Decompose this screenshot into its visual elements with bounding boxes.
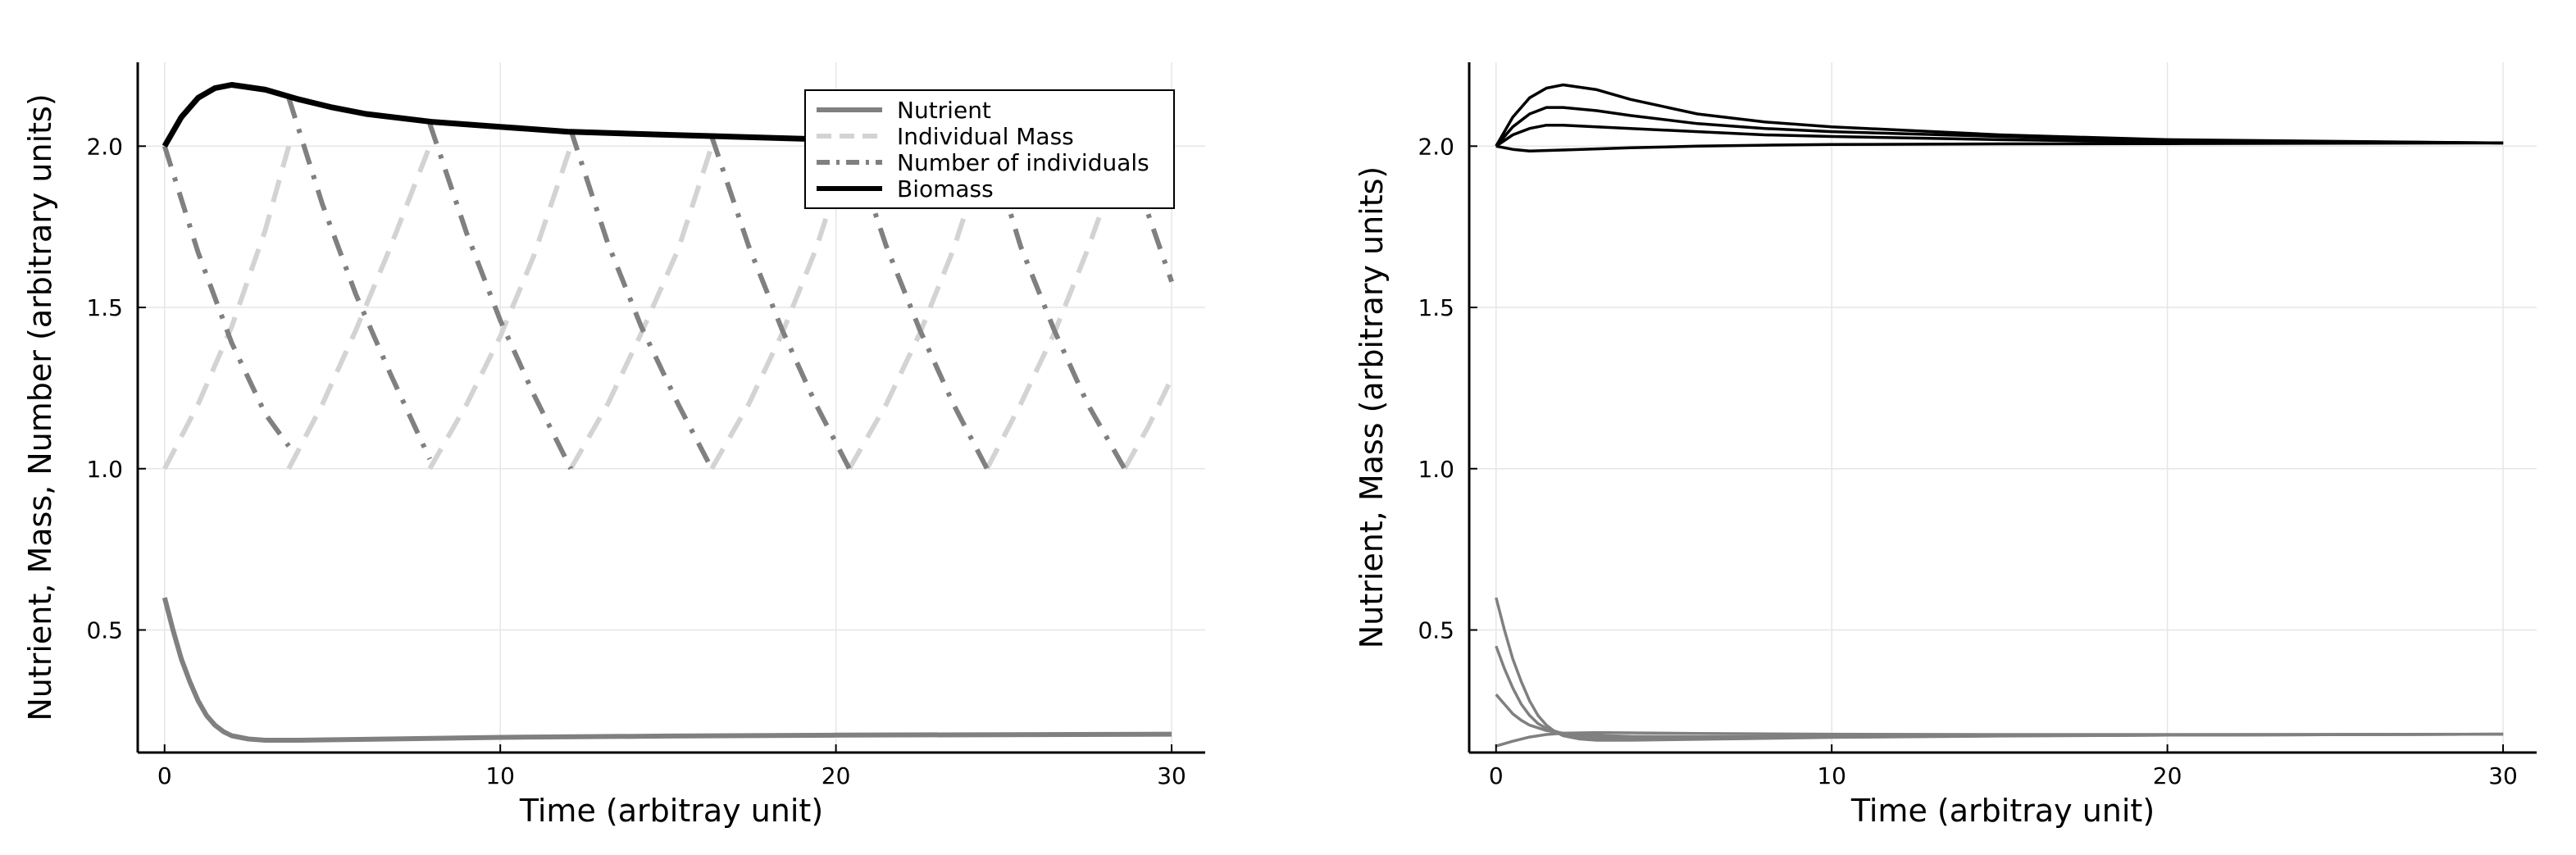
series-line-7	[1495, 694, 2504, 739]
series-line-3	[427, 122, 573, 471]
x-tick-label: 0	[1489, 762, 1504, 789]
series-line-1	[1495, 83, 2504, 148]
series-line-1	[162, 597, 1172, 743]
y-tick-label: 2.0	[1418, 133, 1454, 160]
x-axis-label: Time (arbitray unit)	[519, 793, 823, 829]
y-tick-label: 1.0	[1418, 456, 1454, 483]
x-tick-label: 20	[2153, 762, 2182, 789]
series-line-3	[1495, 123, 2504, 148]
series-line-4	[1495, 141, 2504, 152]
y-tick-label: 0.5	[1418, 616, 1454, 644]
x-axis-label: Time (arbitray unit)	[1850, 793, 2155, 829]
y-tick-label: 1.5	[86, 294, 123, 321]
y-axis-label: Nutrient, Mass (arbitrary units)	[1354, 166, 1390, 649]
legend-label: Individual Mass	[897, 123, 1074, 150]
y-tick-label: 0.5	[86, 616, 123, 644]
series-line-6	[1495, 645, 2504, 740]
series-line-3	[847, 135, 990, 471]
series-line-3	[568, 129, 714, 471]
x-tick-label: 0	[157, 762, 172, 789]
series-line-5	[1495, 597, 2504, 742]
x-tick-label: 30	[2488, 762, 2518, 789]
series-line-8	[1495, 730, 2504, 748]
series-line-2	[427, 145, 574, 471]
legend-label: Biomass	[897, 175, 994, 202]
legend-label: Number of individuals	[897, 149, 1149, 176]
y-axis-label: Nutrient, Mass, Number (arbitrary units)	[22, 93, 58, 721]
series-line-2	[1495, 106, 2504, 148]
x-tick-label: 20	[821, 762, 851, 789]
series-line-2	[286, 145, 432, 471]
x-tick-label: 30	[1157, 762, 1186, 789]
x-tick-label: 10	[1817, 762, 1846, 789]
series-line-3	[709, 135, 852, 471]
series-line-3	[162, 145, 291, 448]
series-line-2	[162, 145, 292, 471]
y-tick-label: 1.5	[1418, 294, 1454, 321]
series-line-2	[1122, 377, 1174, 471]
series-line-3	[286, 97, 432, 461]
chart-panel-2: 0 10 20 30 0.5 1.0 1.5 2.0 Time (arbitray unit) N…	[1354, 62, 2537, 829]
legend-label: Nutrient	[897, 97, 991, 124]
series-line-4	[162, 82, 1172, 148]
y-tick-label: 1.0	[86, 456, 123, 483]
series-line-2	[568, 145, 714, 471]
series-line-3	[985, 135, 1127, 471]
chart-panel-1: 0 10 20 30 0.5 1.0 1.5 2.0 Time (arbitray unit) N…	[22, 62, 1205, 829]
y-tick-label: 2.0	[86, 133, 123, 160]
x-tick-label: 10	[485, 762, 515, 789]
